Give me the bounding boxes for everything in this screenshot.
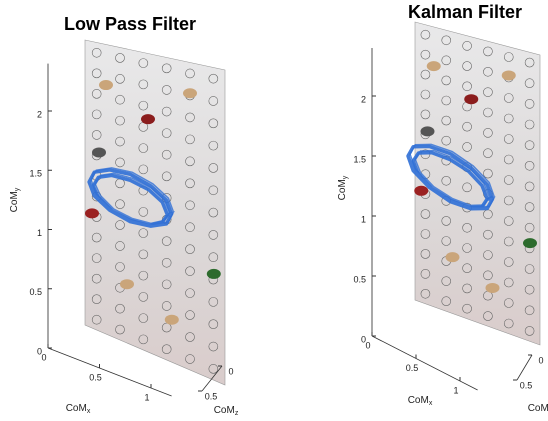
climbing-hold	[99, 80, 113, 90]
y-tick-label: 1	[361, 214, 366, 224]
x-axis-label-sub: x	[87, 408, 91, 415]
y-tick-label: 1.5	[29, 169, 42, 179]
y-tick-label: 2	[361, 94, 366, 104]
x-axis-label: CoMx	[408, 395, 433, 407]
z-axis-label: CoMz	[214, 405, 239, 417]
z-axis-label-text: CoM	[214, 405, 235, 416]
z-axis-label-sub: z	[235, 410, 239, 417]
z-axis	[517, 355, 532, 380]
z-axis-label-text: CoM	[528, 403, 548, 414]
y-axis-label: CoMy	[337, 175, 349, 200]
x-tick-label: 1	[453, 385, 458, 395]
x-axis-label-text: CoM	[66, 403, 87, 414]
x-axis	[372, 336, 478, 390]
x-axis-label: CoMx	[66, 403, 91, 415]
y-tick-label: 2	[37, 109, 42, 119]
climbing-hold	[446, 252, 460, 262]
y-tick-label: 1	[37, 228, 42, 238]
climbing-hold	[523, 238, 537, 248]
x-tick-label: 0.5	[406, 363, 419, 373]
climbing-hold	[421, 126, 435, 136]
climbing-hold	[92, 147, 106, 157]
y-axis-label-text: CoM	[9, 191, 20, 212]
climbing-hold	[486, 283, 500, 293]
wall-image	[85, 40, 225, 385]
z-tick-label: 0.5	[205, 391, 218, 401]
figure: 00.511.5200.5100.5Low Pass FilterCoMxCoM…	[0, 0, 548, 421]
climbing-hold	[502, 70, 516, 80]
y-tick-label: 0.5	[29, 287, 42, 297]
z-tick-label: 0	[228, 366, 233, 376]
x-axis-label-sub: x	[429, 400, 433, 407]
x-axis-label-text: CoM	[408, 395, 429, 406]
x-axis	[48, 348, 172, 396]
climbing-hold	[85, 208, 99, 218]
climbing-hold	[141, 114, 155, 124]
y-tick-label: 0.5	[353, 274, 366, 284]
x-tick-label: 1	[144, 392, 149, 402]
chart-title: Kalman Filter	[408, 2, 522, 22]
y-axis-label-sub: y	[14, 187, 21, 191]
climbing-hold	[427, 61, 441, 71]
y-axis-label: CoMy	[9, 187, 21, 212]
climbing-hold	[207, 269, 221, 279]
x-tick-label: 0	[365, 340, 370, 350]
climbing-hold	[414, 186, 428, 196]
z-tick-label: 0.5	[520, 380, 533, 390]
climbing-hold	[464, 94, 478, 104]
climbing-hold	[165, 315, 179, 325]
z-tick-label: 0	[538, 355, 543, 365]
x-tick-label: 0	[41, 352, 46, 362]
climbing-hold	[183, 88, 197, 98]
climbing-hold	[120, 279, 134, 289]
chart-title: Low Pass Filter	[64, 14, 196, 34]
y-tick-label: 1.5	[353, 154, 366, 164]
x-tick-label: 0.5	[89, 372, 102, 382]
y-axis-label-sub: y	[342, 175, 349, 179]
y-axis-label-text: CoM	[337, 179, 348, 200]
z-axis-label: CoMz	[528, 403, 548, 415]
